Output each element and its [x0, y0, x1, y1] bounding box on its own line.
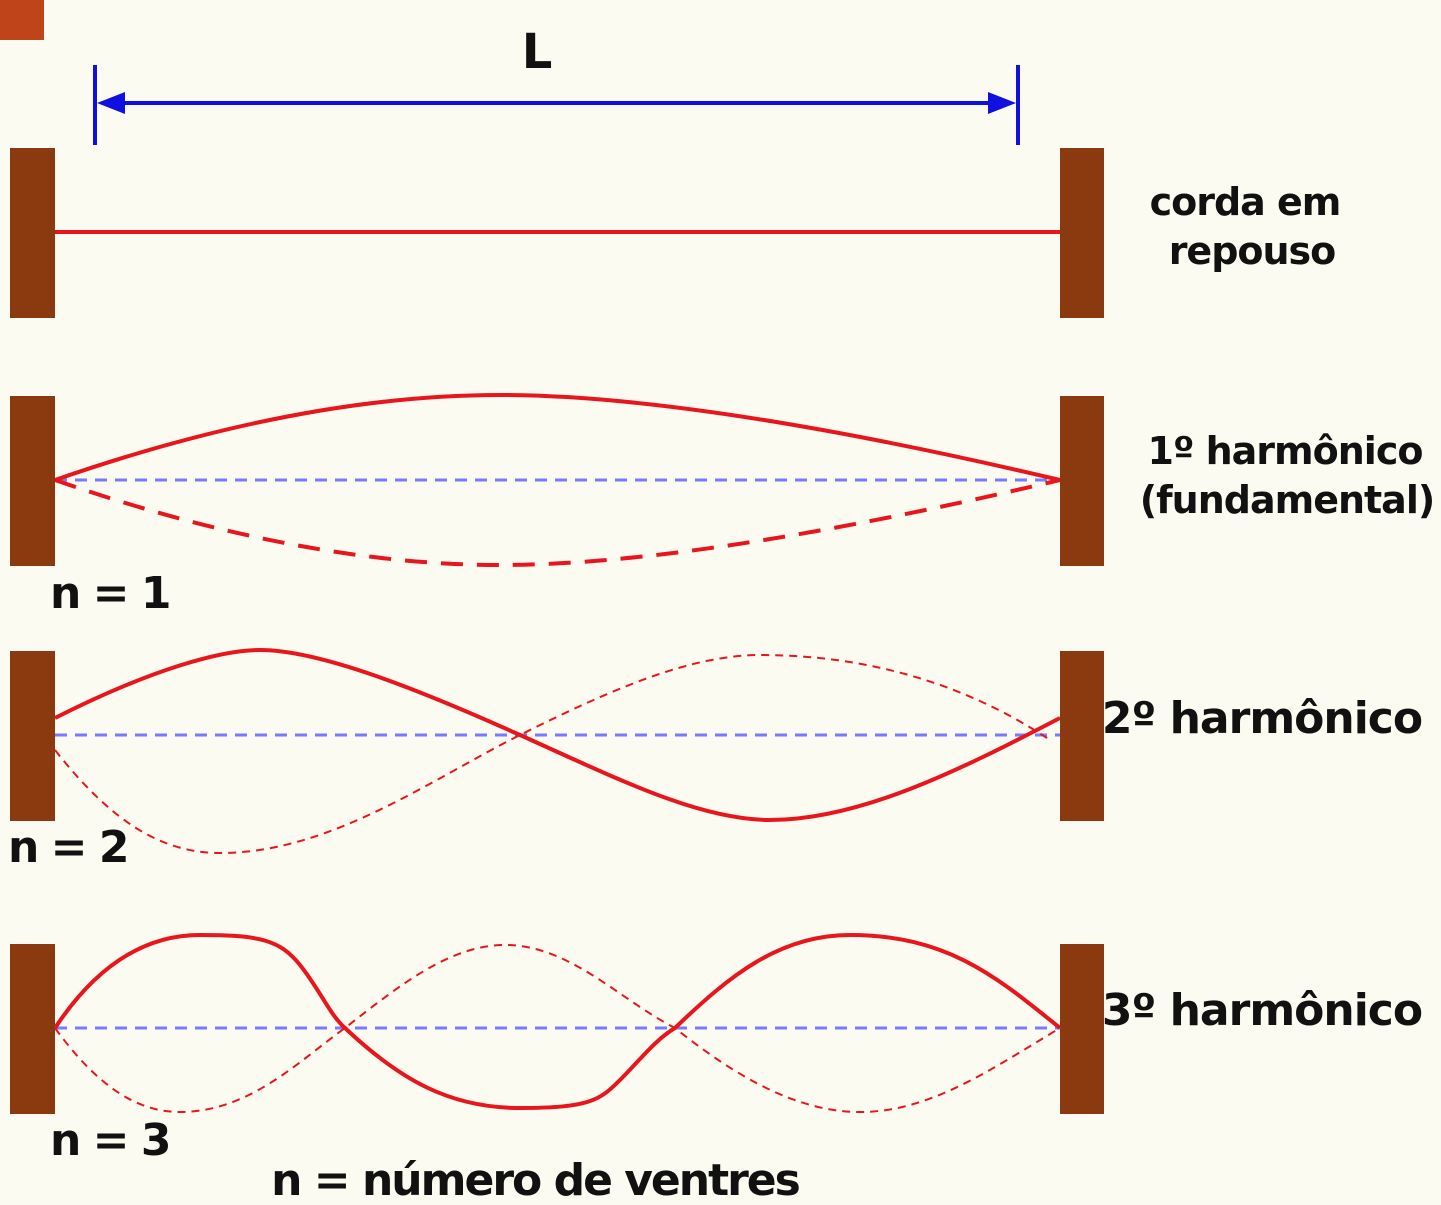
length-label: L: [522, 24, 553, 80]
row-label: 3º harmônico: [1102, 985, 1422, 1036]
n-label: n = 2: [8, 822, 127, 873]
harmonic-3: [10, 932, 1104, 1114]
row-label: 1º harmônico: [1148, 429, 1423, 473]
row-label: 2º harmônico: [1102, 693, 1422, 744]
dimension-arrow: [93, 65, 1020, 145]
n-label: n = 3: [50, 1115, 169, 1166]
row-label: corda em: [1150, 180, 1341, 224]
footer: n = número de ventres: [271, 1155, 799, 1205]
string-rest: [10, 148, 1104, 318]
harmonic-1: [10, 392, 1104, 568]
row-label: (fundamental): [1140, 478, 1434, 522]
harmonic-2: [10, 647, 1104, 855]
row-label: repouso: [1169, 229, 1336, 273]
corner-accent: [0, 0, 44, 40]
n-label: n = 1: [50, 568, 169, 619]
